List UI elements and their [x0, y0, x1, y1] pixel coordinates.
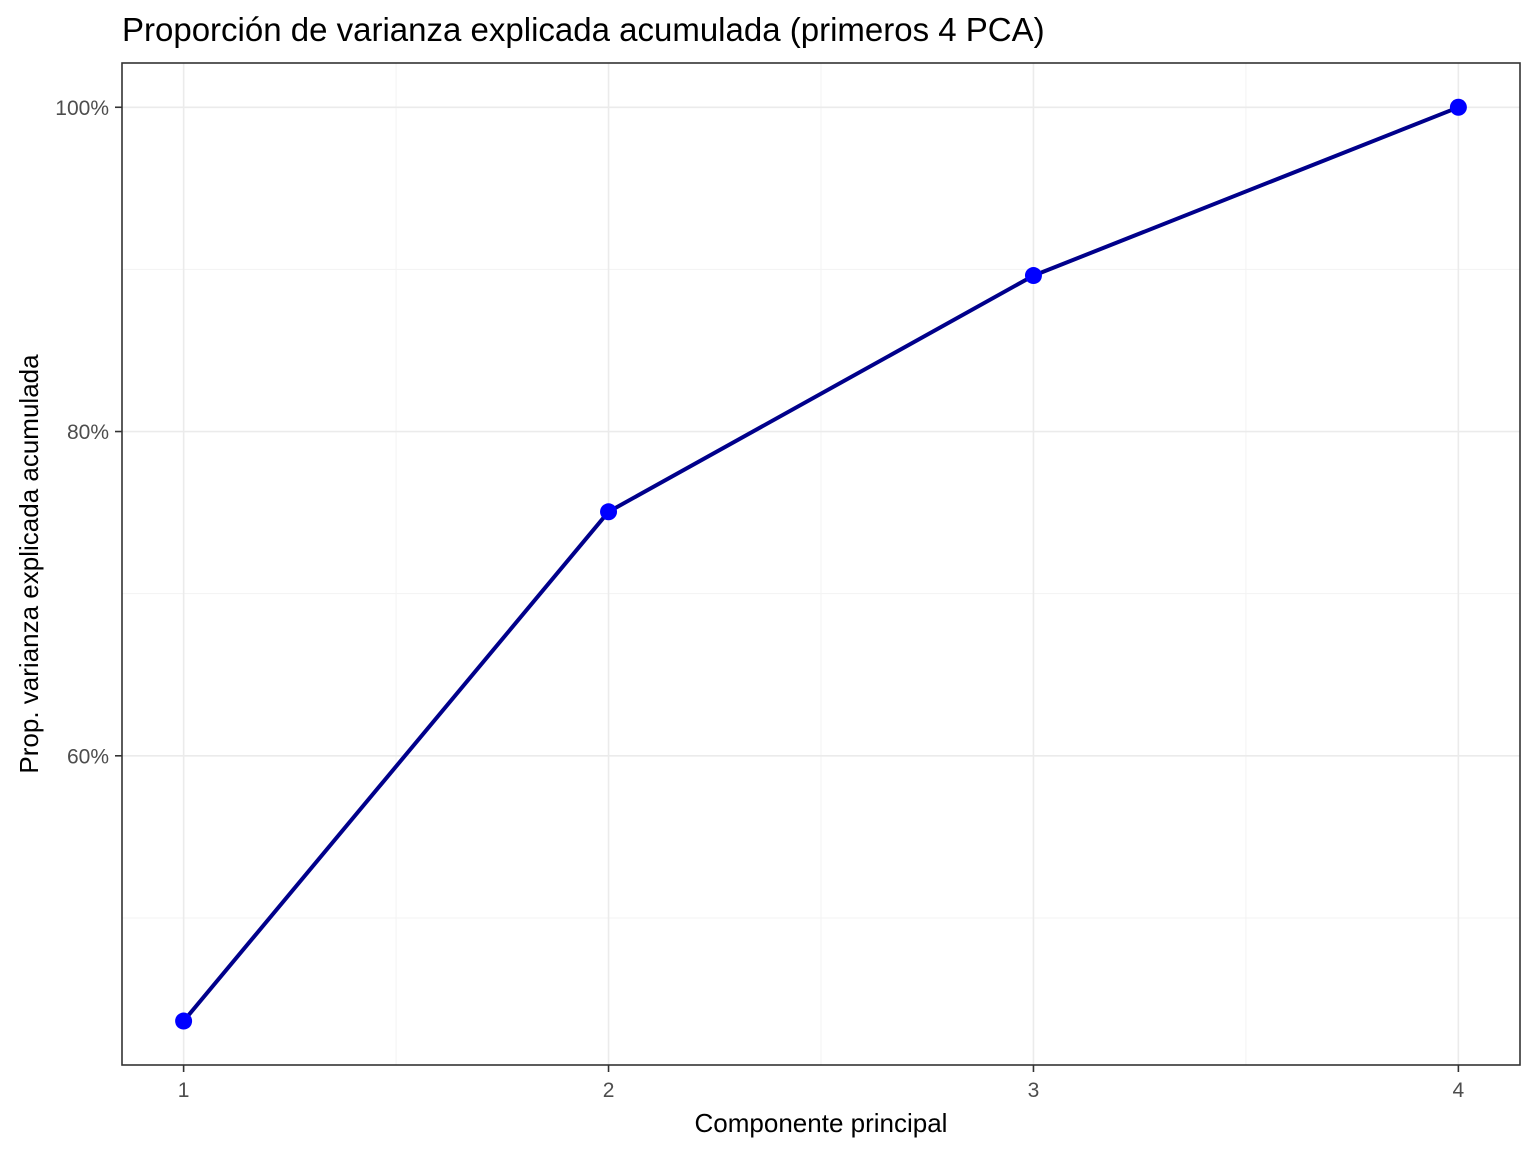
x-axis: 1 2 3 4	[178, 1065, 1465, 1102]
y-tick-label: 80%	[67, 421, 109, 444]
y-axis: 60% 80% 100%	[55, 97, 122, 768]
x-tick-label: 1	[178, 1079, 190, 1102]
y-axis-title: Prop. varianza explicada acumulada	[14, 354, 44, 774]
x-tick-label: 3	[1028, 1079, 1040, 1102]
data-point	[1449, 98, 1467, 116]
series-line	[181, 105, 1461, 1024]
panel-border	[121, 62, 1521, 1066]
minor-gridlines	[122, 63, 1520, 1065]
chart-title: Proporción de varianza explicada acumula…	[122, 11, 1045, 48]
y-tick-label: 100%	[55, 97, 109, 120]
y-tick-label: 60%	[67, 745, 109, 768]
data-point	[1024, 267, 1042, 285]
x-axis-title: Componente principal	[695, 1108, 948, 1138]
data-point	[600, 503, 618, 521]
data-point	[175, 1012, 193, 1030]
x-tick-label: 4	[1453, 1079, 1465, 1102]
x-tick-label: 2	[603, 1079, 615, 1102]
series-layer	[175, 98, 1467, 1030]
major-gridlines	[122, 63, 1520, 1065]
